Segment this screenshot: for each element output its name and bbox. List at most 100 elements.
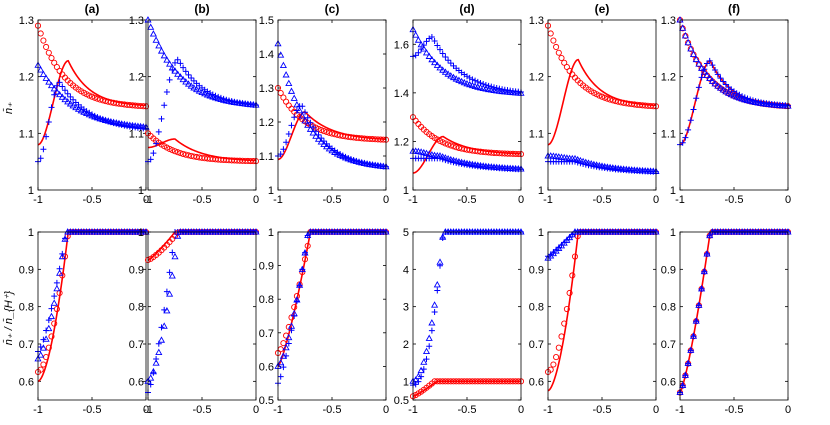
panels: (a)-1 -0.5 011.11.21.3(b)-1 -0.5 011.11.21.3… xyxy=(19,2,792,416)
marker-plus xyxy=(48,305,55,312)
x-tick-label: -0.5 xyxy=(458,404,477,416)
marker-plus xyxy=(302,249,308,256)
y-tick-label: 0.7 xyxy=(529,339,544,351)
marker-triangle xyxy=(422,49,431,56)
marker-plus xyxy=(426,343,433,350)
marker-circle xyxy=(43,43,50,51)
marker-plus xyxy=(437,262,443,269)
y-tick-label: 1.1 xyxy=(529,128,544,140)
marker-plus xyxy=(450,159,457,166)
marker-circle xyxy=(88,93,96,100)
marker-plus xyxy=(51,91,58,98)
marker-plus xyxy=(285,340,292,347)
y-tick-label: 1.1 xyxy=(129,128,144,140)
marker-triangle xyxy=(50,299,58,306)
axes-frame xyxy=(547,231,657,401)
marker-plus xyxy=(188,75,195,82)
axes-frame xyxy=(147,231,257,401)
axes-frame xyxy=(147,19,257,191)
series-line xyxy=(547,231,656,392)
marker-plus xyxy=(166,269,173,276)
marker-triangle xyxy=(428,55,436,63)
panel-top-6: (f) -1 -0.5 0 1 1.1 1.2 1.3 xyxy=(661,2,792,206)
y-tick-label: 0.9 xyxy=(259,261,274,273)
marker-circle xyxy=(566,289,573,297)
marker-plus xyxy=(709,62,716,69)
marker-plus xyxy=(482,81,489,88)
marker-triangle xyxy=(444,70,452,77)
marker-circle xyxy=(412,117,419,124)
marker-triangle xyxy=(37,351,45,358)
marker-plus xyxy=(442,157,449,164)
marker-circle xyxy=(450,143,457,150)
marker-plus xyxy=(685,126,692,133)
marker-circle xyxy=(598,93,606,100)
series-line xyxy=(277,231,386,367)
marker-plus xyxy=(67,93,74,100)
marker-triangle xyxy=(58,93,66,100)
x-tick-label: -0.5 xyxy=(593,194,612,206)
marker-plus xyxy=(312,128,319,135)
marker-triangle xyxy=(193,85,201,93)
marker-triangle xyxy=(425,334,433,341)
marker-triangle xyxy=(39,344,47,351)
y-tick-label: 0.6 xyxy=(529,376,544,388)
y-tick-label: 1 xyxy=(403,376,409,388)
marker-triangle xyxy=(37,66,45,73)
marker-plus xyxy=(291,313,298,320)
x-tick-label: 0 xyxy=(253,404,259,416)
marker-triangle xyxy=(190,84,198,91)
marker-plus xyxy=(488,83,495,90)
marker-plus xyxy=(228,98,235,105)
marker-plus xyxy=(356,158,362,165)
marker-triangle xyxy=(58,252,66,260)
marker-plus xyxy=(223,96,230,103)
y-tick-label: 1.5 xyxy=(259,15,274,27)
marker-triangle xyxy=(298,112,306,119)
marker-triangle xyxy=(304,121,312,128)
marker-triangle xyxy=(282,343,290,351)
marker-plus xyxy=(717,75,724,82)
marker-plus xyxy=(445,157,452,164)
marker-plus xyxy=(97,115,104,122)
marker-triangle xyxy=(420,45,428,52)
marker-plus xyxy=(706,232,713,239)
marker-circle xyxy=(550,361,557,368)
panel-title: (e) xyxy=(595,2,610,16)
marker-triangle xyxy=(285,79,293,87)
marker-plus xyxy=(342,153,349,160)
marker-circle xyxy=(601,94,608,101)
marker-triangle xyxy=(722,87,730,95)
marker-triangle xyxy=(174,232,182,239)
marker-circle xyxy=(561,59,568,66)
marker-plus xyxy=(118,122,125,129)
marker-circle xyxy=(182,151,189,158)
marker-triangle xyxy=(714,82,722,89)
marker-triangle xyxy=(412,31,420,38)
marker-triangle xyxy=(53,88,61,95)
marker-triangle xyxy=(157,336,166,343)
marker-plus xyxy=(574,159,581,166)
marker-triangle xyxy=(163,307,171,314)
marker-plus xyxy=(739,93,746,100)
marker-plus xyxy=(345,155,352,162)
marker-circle xyxy=(558,333,565,340)
marker-plus xyxy=(234,99,241,106)
marker-plus xyxy=(174,56,181,63)
marker-triangle xyxy=(39,70,47,77)
marker-plus xyxy=(62,87,68,94)
y-tick-label: 1.2 xyxy=(259,117,274,129)
marker-plus xyxy=(477,80,484,87)
marker-triangle xyxy=(689,50,698,58)
marker-plus xyxy=(701,66,708,73)
marker-triangle xyxy=(77,106,85,114)
marker-plus xyxy=(439,50,446,57)
marker-plus xyxy=(293,107,300,114)
x-tick-label: -0.5 xyxy=(725,194,744,206)
marker-plus xyxy=(40,146,47,153)
marker-plus xyxy=(190,77,197,84)
marker-triangle xyxy=(458,77,466,85)
x-tick-label: -0.5 xyxy=(593,404,612,416)
y-tick-label: 2 xyxy=(403,339,409,351)
marker-triangle xyxy=(708,77,716,84)
